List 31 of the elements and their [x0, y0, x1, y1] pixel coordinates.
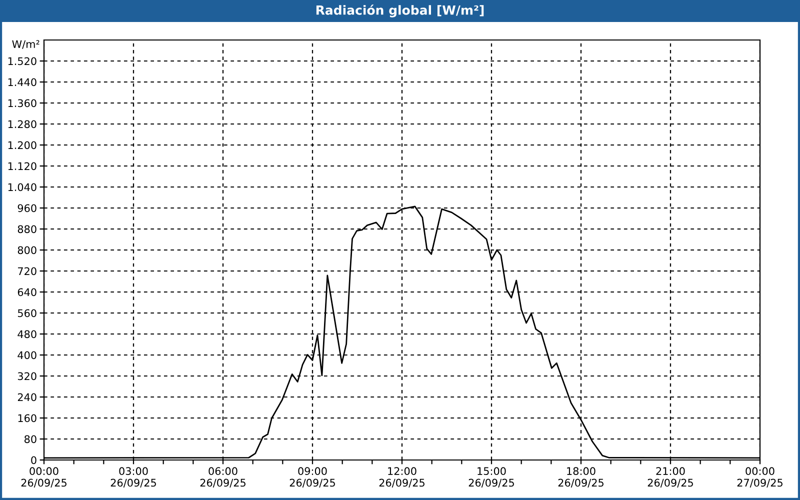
x-tick-label: 00:00 26/09/25 — [21, 467, 66, 488]
y-tick-label: 720 — [18, 267, 36, 276]
x-tick-label: 09:00 26/09/25 — [290, 467, 335, 488]
y-tick-label: 960 — [18, 204, 36, 212]
y-tick-label: 1.200 — [8, 141, 36, 150]
x-tick-label: 12:00 26/09/25 — [379, 467, 424, 488]
chart-title: Radiación global [W/m²] — [316, 4, 484, 18]
y-tick-label: 1.120 — [8, 162, 36, 170]
y-axis-title: W/m² — [12, 40, 40, 49]
x-tick-label: 03:00 26/09/25 — [110, 467, 156, 488]
x-tick-label: 06:00 26/09/25 — [200, 467, 246, 488]
y-tick-label: 1.440 — [8, 78, 36, 86]
y-tick-label: 560 — [18, 309, 36, 318]
y-tick-label: 160 — [18, 414, 36, 422]
y-tick-label: 640 — [18, 288, 36, 296]
y-tick-label: 480 — [18, 330, 36, 338]
y-tick-label: 1.040 — [8, 183, 36, 192]
y-tick-label: 240 — [18, 393, 36, 402]
y-tick-label: 400 — [18, 351, 36, 360]
y-tick-label: 1.520 — [8, 57, 36, 66]
x-tick-label: 15:00 26/09/25 — [468, 467, 514, 488]
y-tick-label: 0 — [31, 456, 36, 464]
y-tick-label: 880 — [18, 225, 36, 234]
y-tick-label: 800 — [18, 246, 36, 254]
y-tick-label: 1.280 — [8, 120, 36, 128]
y-tick-label: 80 — [24, 435, 36, 444]
x-tick-label: 21:00 26/09/25 — [648, 467, 693, 488]
y-tick-label: 320 — [18, 372, 36, 380]
x-tick-label: 00:00 27/09/25 — [737, 467, 782, 488]
x-tick-label: 18:00 26/09/25 — [558, 467, 604, 488]
y-tick-label: 1.360 — [8, 99, 36, 108]
